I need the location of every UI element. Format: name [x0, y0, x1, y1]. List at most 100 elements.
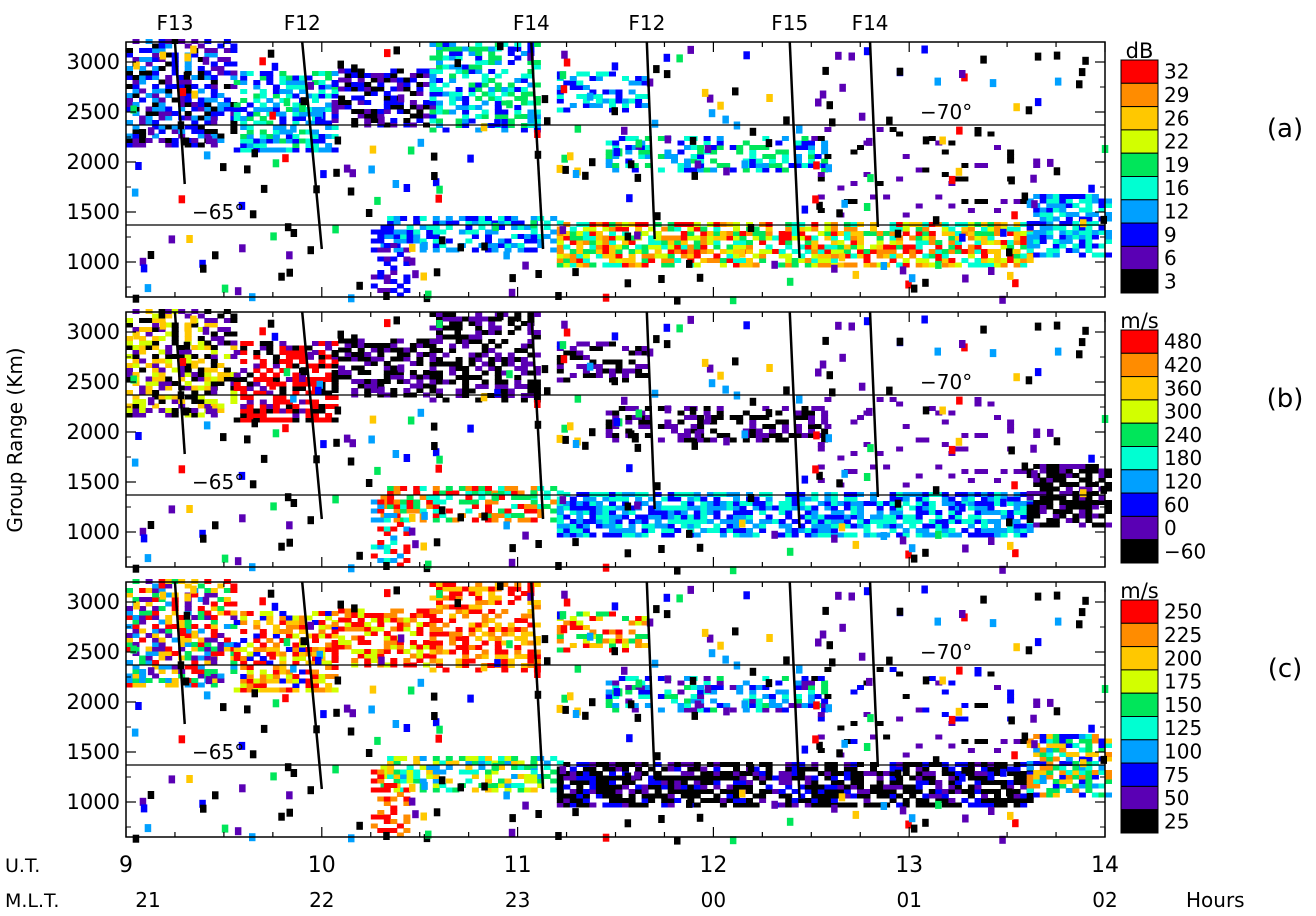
echo-cell	[843, 244, 851, 250]
echo-cell	[1065, 203, 1073, 208]
echo-cell	[723, 167, 730, 176]
echo-cell	[959, 340, 966, 348]
echo-cell	[677, 140, 685, 146]
echo-cell	[312, 408, 319, 414]
echo-cell	[364, 640, 372, 645]
echo-cell	[204, 106, 212, 112]
echo-cell	[165, 619, 173, 625]
echo-cell	[582, 253, 590, 259]
echo-cell	[821, 428, 829, 434]
echo-cell	[824, 514, 832, 520]
echo-cell	[755, 428, 763, 434]
echo-cell	[899, 536, 907, 545]
echo-cell	[387, 499, 395, 505]
echo-cell	[1105, 473, 1112, 478]
echo-cell	[184, 61, 192, 67]
echo-cell	[387, 220, 395, 226]
echo-cell	[233, 116, 241, 121]
echo-cell	[344, 374, 352, 380]
echo-cell	[801, 136, 809, 141]
echo-cell	[272, 147, 280, 153]
echo-cell	[217, 313, 225, 319]
echo-cell	[377, 613, 385, 618]
echo-cell	[439, 243, 447, 248]
echo-cell	[145, 93, 153, 98]
echo-cell	[507, 361, 515, 367]
echo-cell	[370, 383, 378, 389]
echo-cell	[582, 85, 590, 90]
echo-cell	[974, 262, 982, 268]
echo-cell	[455, 627, 463, 632]
echo-cell	[413, 216, 421, 221]
echo-cell	[817, 442, 825, 447]
echo-cell	[618, 136, 626, 141]
echo-cell	[501, 397, 509, 403]
echo-cell	[987, 505, 995, 511]
echo-cell	[661, 505, 669, 511]
echo-cell	[1098, 225, 1106, 231]
echo-cell	[765, 249, 773, 254]
echo-cell	[383, 279, 391, 284]
echo-cell	[197, 628, 205, 634]
echo-cell	[527, 73, 535, 79]
echo-cell	[752, 505, 760, 511]
echo-cell	[791, 226, 799, 232]
echo-cell	[1025, 106, 1033, 115]
echo-cell	[331, 649, 339, 654]
echo-cell	[253, 408, 261, 414]
colorbar-swatch	[1120, 329, 1159, 354]
echo-cell	[217, 106, 225, 112]
echo-cell	[429, 366, 437, 371]
echo-cell	[821, 437, 829, 443]
echo-cell	[383, 531, 391, 536]
echo-cell	[139, 619, 147, 625]
echo-cell	[830, 235, 838, 241]
echo-cell	[527, 339, 535, 344]
echo-cell	[533, 330, 541, 335]
echo-cell	[312, 633, 319, 639]
echo-cell	[333, 438, 340, 447]
echo-cell	[191, 102, 199, 107]
echo-cell	[429, 91, 437, 97]
echo-cell	[609, 226, 616, 232]
echo-cell	[1059, 221, 1067, 226]
echo-cell	[530, 229, 538, 235]
echo-cell	[217, 673, 225, 679]
echo-cell	[272, 354, 280, 360]
echo-cell	[1000, 228, 1007, 237]
echo-cell	[133, 331, 140, 340]
echo-cell	[1000, 244, 1008, 250]
echo-cell	[449, 321, 457, 326]
echo-cell	[204, 588, 212, 593]
echo-cell	[357, 113, 365, 119]
echo-cell	[423, 113, 430, 119]
echo-cell	[706, 258, 714, 263]
echo-cell	[628, 249, 636, 254]
echo-cell	[722, 115, 729, 124]
echo-cell	[357, 379, 365, 384]
echo-cell	[488, 330, 496, 335]
echo-cell	[240, 80, 248, 85]
echo-cell	[234, 287, 242, 296]
echo-cell	[217, 363, 225, 368]
echo-cell	[253, 107, 261, 112]
echo-cell	[1046, 468, 1054, 474]
echo-cell	[1013, 240, 1021, 245]
echo-cell	[863, 262, 871, 268]
echo-cell	[605, 428, 613, 434]
echo-cell	[449, 348, 457, 353]
echo-cell	[915, 244, 923, 250]
echo-cell	[1039, 212, 1047, 217]
echo-cell	[246, 665, 254, 670]
echo-cell	[635, 98, 643, 104]
echo-cell	[416, 644, 424, 650]
echo-cell	[1085, 495, 1093, 501]
echo-cell	[680, 235, 688, 241]
echo-cell	[285, 674, 293, 679]
echo-cell	[638, 424, 646, 429]
echo-cell	[1039, 216, 1047, 222]
echo-cell	[178, 376, 186, 382]
echo-cell	[468, 645, 476, 650]
echo-cell	[223, 601, 231, 607]
echo-cell	[184, 79, 192, 85]
